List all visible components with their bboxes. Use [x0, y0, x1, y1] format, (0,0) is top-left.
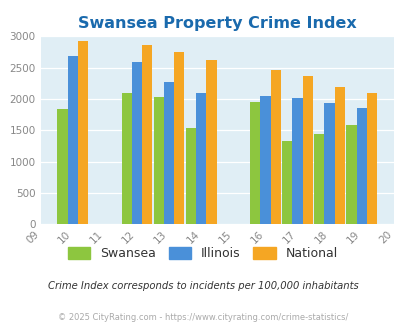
Bar — [196, 93, 206, 224]
Bar — [206, 60, 216, 224]
Title: Swansea Property Crime Index: Swansea Property Crime Index — [78, 16, 356, 31]
Bar — [185, 128, 196, 224]
Bar — [292, 98, 302, 224]
Bar — [270, 70, 280, 224]
Text: Crime Index corresponds to incidents per 100,000 inhabitants: Crime Index corresponds to incidents per… — [47, 281, 358, 291]
Text: © 2025 CityRating.com - https://www.cityrating.com/crime-statistics/: © 2025 CityRating.com - https://www.city… — [58, 313, 347, 322]
Bar — [142, 45, 152, 224]
Bar — [164, 82, 174, 224]
Bar — [249, 102, 260, 224]
Bar — [366, 93, 376, 224]
Bar — [153, 97, 164, 224]
Bar — [334, 87, 344, 224]
Bar — [78, 41, 88, 224]
Bar — [67, 56, 78, 224]
Legend: Swansea, Illinois, National: Swansea, Illinois, National — [63, 242, 342, 265]
Bar — [356, 108, 366, 224]
Bar — [121, 93, 132, 224]
Bar — [260, 96, 270, 224]
Bar — [345, 125, 356, 224]
Bar — [313, 134, 324, 224]
Bar — [132, 62, 142, 224]
Bar — [174, 52, 184, 224]
Bar — [57, 109, 67, 224]
Bar — [281, 141, 292, 224]
Bar — [302, 77, 312, 224]
Bar — [324, 103, 334, 224]
